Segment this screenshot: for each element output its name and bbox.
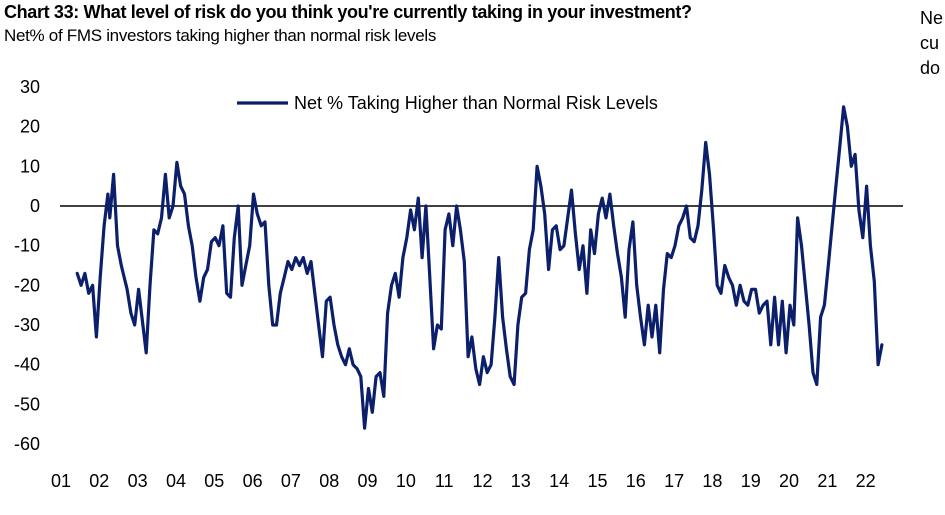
y-tick-label: -30 xyxy=(14,315,40,335)
y-tick-label: 20 xyxy=(20,117,40,137)
x-tick-label: 12 xyxy=(472,471,492,491)
series-line-net-risk xyxy=(75,105,884,430)
x-tick-label: 11 xyxy=(435,471,454,491)
y-tick-label: -10 xyxy=(14,236,40,256)
y-tick-label: -50 xyxy=(14,394,40,414)
x-tick-label: 07 xyxy=(281,471,301,491)
y-tick-label: -20 xyxy=(14,275,40,295)
y-tick-label: -40 xyxy=(14,355,40,375)
y-tick-label: 0 xyxy=(30,196,40,216)
legend: Net % Taking Higher than Normal Risk Lev… xyxy=(237,93,658,113)
cropped-side-text: Ne cu do xyxy=(920,8,944,78)
x-tick-label: 09 xyxy=(358,471,378,491)
x-tick-label: 21 xyxy=(817,471,837,491)
y-tick-label: -60 xyxy=(14,434,40,454)
x-tick-label: 17 xyxy=(664,471,684,491)
x-tick-label: 18 xyxy=(702,471,722,491)
y-axis-ticks: 30 20 10 0 -10 -20 -30 -40 -50 -60 xyxy=(14,77,40,454)
x-tick-label: 16 xyxy=(626,471,646,491)
x-tick-label: 01 xyxy=(51,471,71,491)
x-tick-label: 22 xyxy=(856,471,876,491)
chart-subtitle: Net% of FMS investors taking higher than… xyxy=(4,26,437,45)
x-axis-ticks: 01 02 03 04 05 06 07 08 09 10 11 12 13 14 15 16 17 18 19 20… xyxy=(51,471,876,491)
x-tick-label: 19 xyxy=(741,471,761,491)
legend-label: Net % Taking Higher than Normal Risk Lev… xyxy=(294,93,658,113)
x-tick-label: 20 xyxy=(779,471,799,491)
y-tick-label: 10 xyxy=(20,156,40,176)
x-tick-label: 13 xyxy=(511,471,531,491)
x-tick-label: 05 xyxy=(204,471,224,491)
x-tick-label: 10 xyxy=(396,471,416,491)
x-tick-label: 08 xyxy=(319,471,339,491)
x-tick-label: 03 xyxy=(128,471,148,491)
x-tick-label: 15 xyxy=(587,471,607,491)
y-tick-label: 30 xyxy=(20,77,40,97)
x-tick-label: 06 xyxy=(243,471,263,491)
x-tick-label: 14 xyxy=(549,471,569,491)
x-tick-label: 02 xyxy=(89,471,109,491)
chart-title: Chart 33: What level of risk do you thin… xyxy=(4,2,692,22)
x-tick-label: 04 xyxy=(166,471,186,491)
